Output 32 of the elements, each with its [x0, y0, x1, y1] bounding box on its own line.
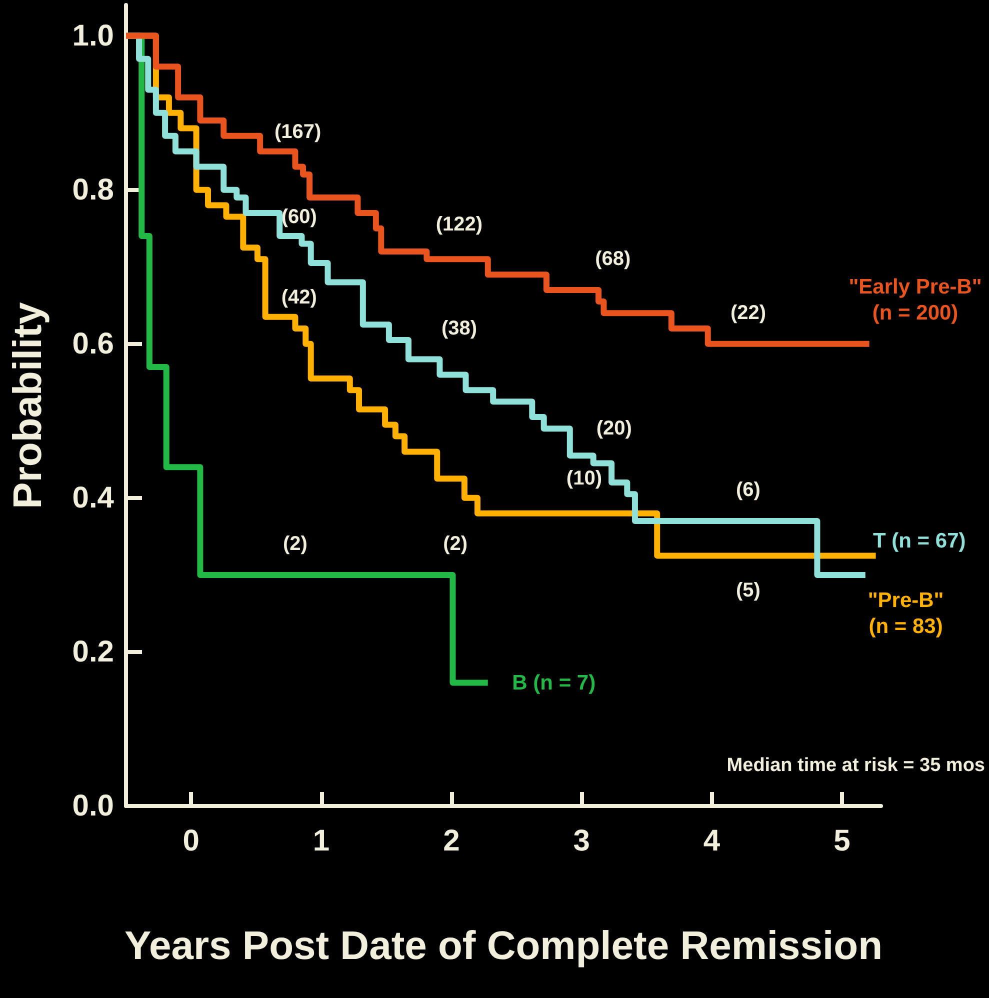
- annotation: (167): [274, 121, 322, 144]
- annotation: (60): [281, 206, 317, 228]
- x-tick-label: 1: [312, 824, 330, 858]
- y-tick-label: 0.6: [72, 327, 114, 360]
- y-tick-label: 0.2: [72, 635, 114, 668]
- annotation: (68): [595, 248, 631, 270]
- annotation: (2): [283, 533, 308, 556]
- y-tick-label: 0.8: [72, 173, 114, 206]
- y-tick-label: 0.4: [72, 481, 114, 514]
- annotation: Median time at risk = 35 mos: [726, 755, 986, 776]
- annotation: (10): [566, 468, 602, 490]
- series-label: T (n = 67): [872, 529, 966, 552]
- y-tick-label: 0.0: [72, 790, 114, 822]
- series-label: "Pre-B" (n = 83): [868, 589, 944, 638]
- x-tick-label: 0: [182, 824, 200, 858]
- annotation: (6): [736, 479, 760, 502]
- x-tick-label: 3: [573, 824, 590, 858]
- y-tick-label: 1.0: [72, 19, 114, 52]
- x-tick-label: 5: [834, 824, 850, 858]
- annotation: (42): [281, 286, 317, 309]
- annotation: (122): [436, 214, 483, 236]
- y-axis-title: Probability: [6, 301, 50, 509]
- annotation: (5): [736, 579, 760, 602]
- annotation: (22): [730, 302, 766, 324]
- annotation: (2): [443, 533, 468, 556]
- series-label: "Early Pre-B" (n = 200): [848, 275, 982, 324]
- series-label: B (n = 7): [512, 671, 596, 694]
- annotation: (38): [441, 317, 478, 340]
- x-tick-label: 2: [443, 824, 460, 858]
- x-axis-title: Years Post Date of Complete Remission: [124, 924, 883, 968]
- annotation: (20): [596, 418, 632, 440]
- x-tick-label: 4: [703, 824, 720, 858]
